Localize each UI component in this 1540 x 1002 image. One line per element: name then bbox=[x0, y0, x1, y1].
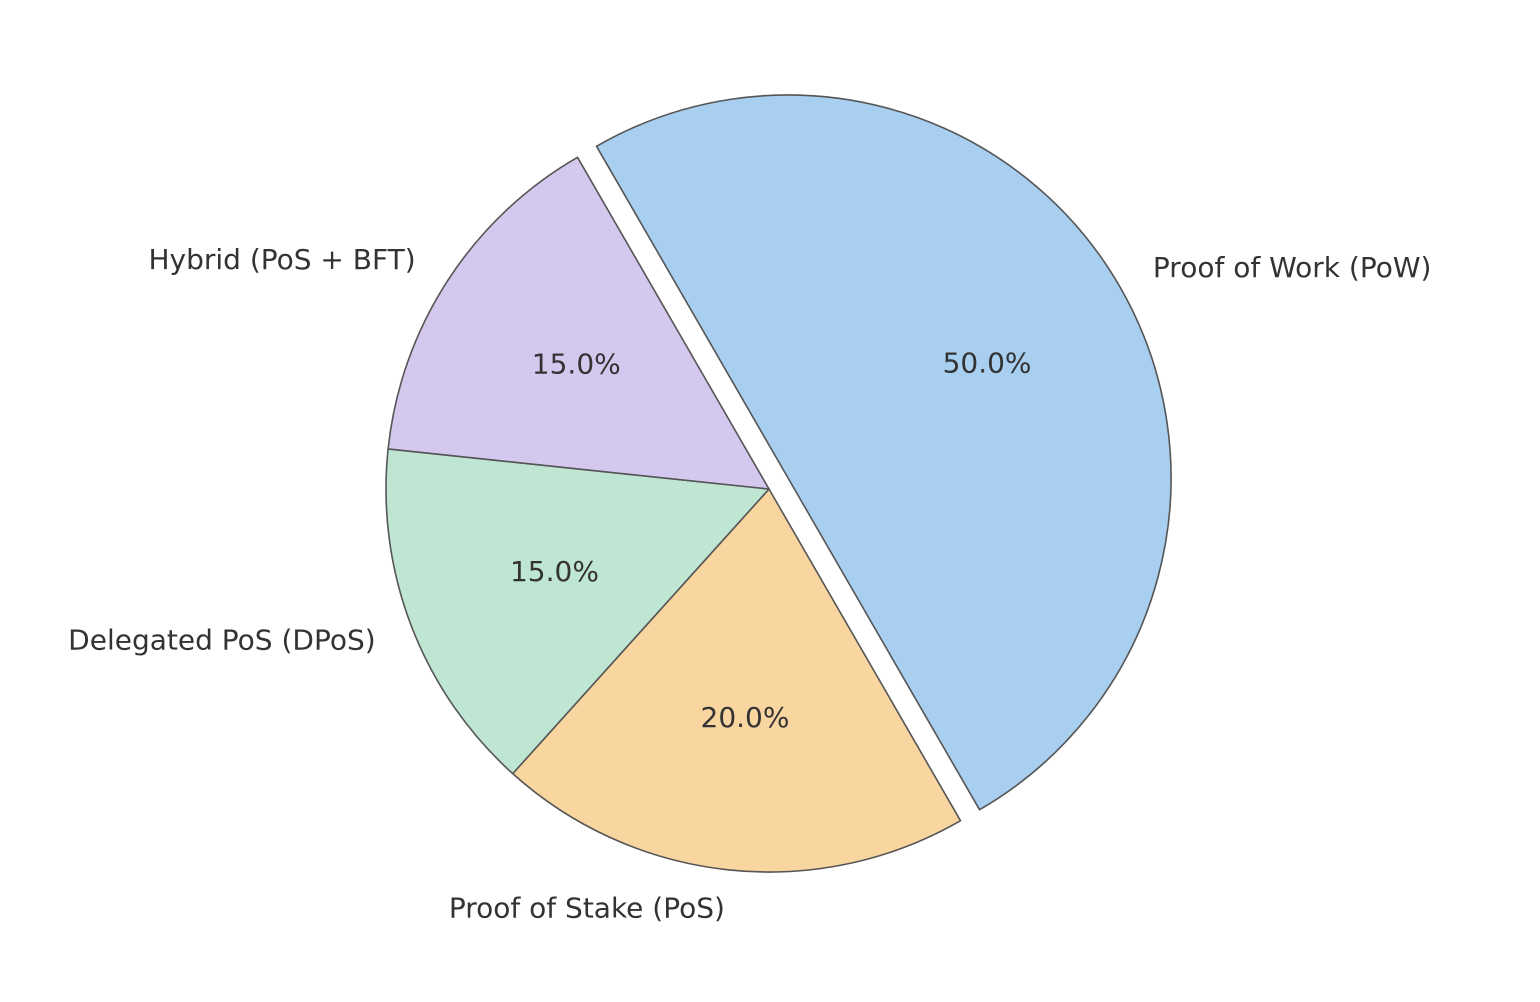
slice-category-label-3: Delegated PoS (DPoS) bbox=[68, 623, 376, 656]
slices-layer bbox=[385, 94, 1172, 873]
slice-percent-label-1: 50.0% bbox=[943, 347, 1032, 380]
pie-slice-3 bbox=[385, 448, 770, 775]
pie-slice-4 bbox=[387, 156, 770, 490]
pie-slice-2 bbox=[511, 488, 962, 873]
slice-percent-label-4: 15.0% bbox=[532, 347, 621, 380]
slice-category-label-2: Proof of Stake (PoS) bbox=[449, 891, 725, 924]
pie-slice-1 bbox=[595, 94, 1172, 811]
slice-category-label-4: Hybrid (PoS + BFT) bbox=[148, 243, 415, 276]
slice-percent-label-2: 20.0% bbox=[701, 701, 790, 734]
slice-category-label-1: Proof of Work (PoW) bbox=[1153, 251, 1432, 284]
slice-percent-label-3: 15.0% bbox=[510, 555, 599, 588]
labels-layer: 50.0% Proof of Work (PoW) 20.0% Proof of St… bbox=[68, 243, 1431, 924]
